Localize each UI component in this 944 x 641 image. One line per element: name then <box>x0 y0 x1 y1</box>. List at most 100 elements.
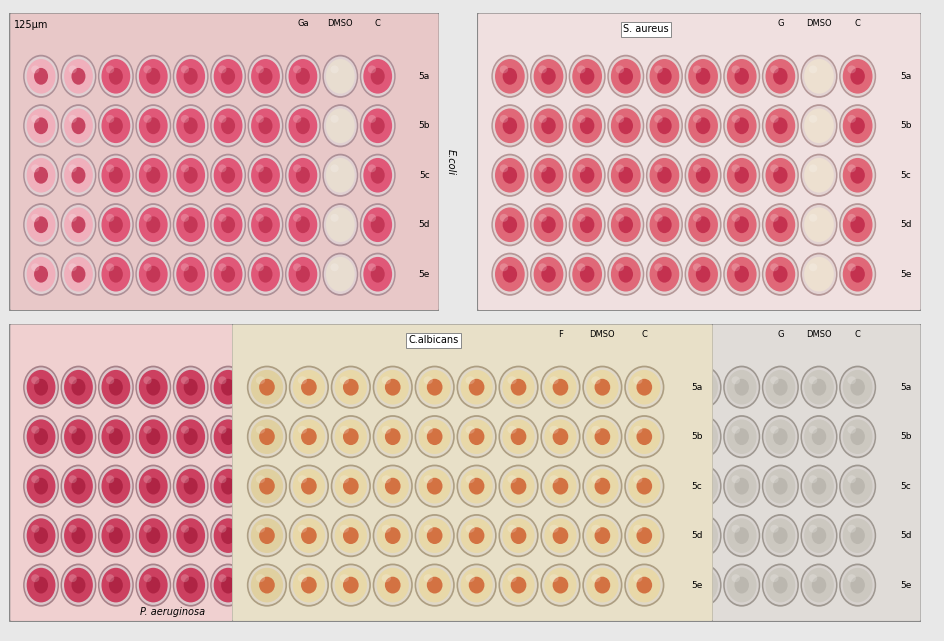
Ellipse shape <box>361 467 394 506</box>
Ellipse shape <box>763 467 797 506</box>
Ellipse shape <box>249 106 281 146</box>
Ellipse shape <box>384 478 400 495</box>
Ellipse shape <box>173 203 209 246</box>
Ellipse shape <box>109 577 123 594</box>
Ellipse shape <box>288 519 317 553</box>
Ellipse shape <box>177 568 205 603</box>
Ellipse shape <box>499 417 536 456</box>
Ellipse shape <box>174 565 207 605</box>
Ellipse shape <box>64 419 93 454</box>
Ellipse shape <box>289 465 329 508</box>
Ellipse shape <box>286 156 319 195</box>
Ellipse shape <box>533 370 563 404</box>
Ellipse shape <box>618 428 632 445</box>
Ellipse shape <box>64 59 93 94</box>
Ellipse shape <box>685 367 719 407</box>
Text: 5b: 5b <box>899 432 911 441</box>
Ellipse shape <box>808 426 817 434</box>
Ellipse shape <box>259 428 275 445</box>
Ellipse shape <box>367 426 376 434</box>
Ellipse shape <box>31 115 40 123</box>
Ellipse shape <box>34 478 48 495</box>
Ellipse shape <box>362 469 392 503</box>
Ellipse shape <box>64 568 93 603</box>
Ellipse shape <box>99 417 132 456</box>
Ellipse shape <box>332 565 369 605</box>
Ellipse shape <box>808 65 817 73</box>
Ellipse shape <box>842 208 871 242</box>
Ellipse shape <box>491 563 528 606</box>
Ellipse shape <box>418 519 450 553</box>
Ellipse shape <box>628 568 660 603</box>
Ellipse shape <box>180 475 189 483</box>
Ellipse shape <box>493 516 527 555</box>
Ellipse shape <box>801 56 835 96</box>
Ellipse shape <box>69 214 76 222</box>
Ellipse shape <box>847 574 855 582</box>
Ellipse shape <box>493 106 527 146</box>
Ellipse shape <box>724 156 758 195</box>
Ellipse shape <box>733 428 749 445</box>
Ellipse shape <box>499 164 508 172</box>
Ellipse shape <box>213 419 243 454</box>
Ellipse shape <box>761 365 798 409</box>
Ellipse shape <box>763 254 797 294</box>
Ellipse shape <box>256 376 265 384</box>
Ellipse shape <box>60 465 96 508</box>
Ellipse shape <box>256 525 263 533</box>
Ellipse shape <box>765 469 795 503</box>
Ellipse shape <box>583 367 620 407</box>
Ellipse shape <box>213 158 243 192</box>
Ellipse shape <box>695 68 710 85</box>
Ellipse shape <box>733 68 749 85</box>
Ellipse shape <box>645 465 683 508</box>
Ellipse shape <box>34 379 48 395</box>
Ellipse shape <box>324 106 357 146</box>
Ellipse shape <box>293 65 301 73</box>
Ellipse shape <box>135 514 171 557</box>
Ellipse shape <box>580 266 594 283</box>
Ellipse shape <box>288 469 317 503</box>
Ellipse shape <box>330 365 371 409</box>
Text: 5e: 5e <box>900 581 911 590</box>
Ellipse shape <box>285 104 321 147</box>
Text: F: F <box>557 330 563 339</box>
Text: C: C <box>375 330 380 339</box>
Ellipse shape <box>367 164 376 172</box>
Ellipse shape <box>370 527 384 544</box>
Ellipse shape <box>26 419 56 454</box>
Ellipse shape <box>583 516 620 555</box>
Ellipse shape <box>569 367 603 407</box>
Text: 5c: 5c <box>418 171 430 179</box>
Text: 5a: 5a <box>900 383 911 392</box>
Text: C: C <box>641 330 647 339</box>
Ellipse shape <box>259 478 275 495</box>
Ellipse shape <box>847 115 855 123</box>
Ellipse shape <box>695 167 710 184</box>
Ellipse shape <box>180 376 189 384</box>
Ellipse shape <box>594 379 610 395</box>
Ellipse shape <box>183 577 197 594</box>
Ellipse shape <box>31 376 40 384</box>
Ellipse shape <box>541 379 555 395</box>
Ellipse shape <box>180 65 189 73</box>
Ellipse shape <box>607 104 644 147</box>
Ellipse shape <box>62 205 94 244</box>
Ellipse shape <box>687 519 717 553</box>
Ellipse shape <box>541 478 555 495</box>
Ellipse shape <box>218 426 227 434</box>
Ellipse shape <box>495 158 524 192</box>
Ellipse shape <box>772 216 786 233</box>
Ellipse shape <box>683 154 721 197</box>
Ellipse shape <box>653 115 662 123</box>
Ellipse shape <box>334 469 366 503</box>
Ellipse shape <box>624 465 664 508</box>
Ellipse shape <box>361 156 394 195</box>
Ellipse shape <box>502 568 534 603</box>
Ellipse shape <box>842 469 871 503</box>
Ellipse shape <box>106 426 114 434</box>
Ellipse shape <box>221 428 235 445</box>
Ellipse shape <box>533 208 563 242</box>
Ellipse shape <box>842 419 871 454</box>
Ellipse shape <box>285 465 321 508</box>
